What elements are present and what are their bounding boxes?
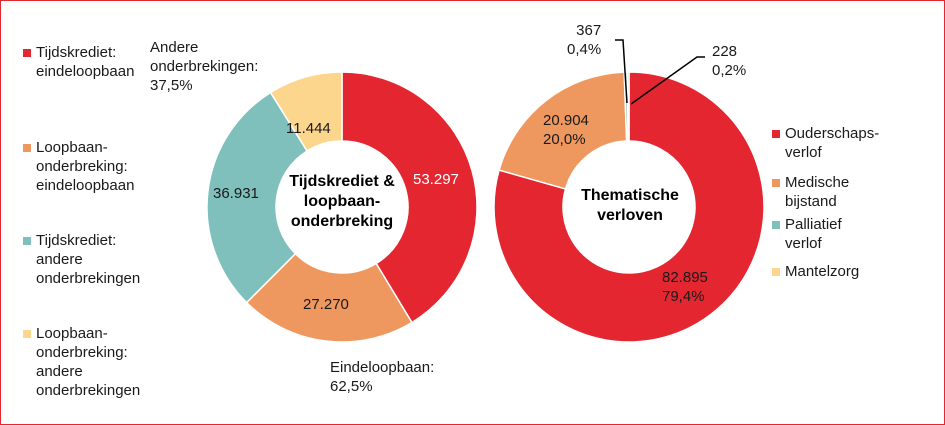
donut1-slice-1 <box>245 252 413 343</box>
slice-label-1: 27.270 <box>303 296 349 313</box>
leader-line-palliatief <box>615 39 628 104</box>
donut-1-title: Tijdskrediet & loopbaan- onderbreking <box>289 173 395 230</box>
donut1-slice-3 <box>269 71 343 153</box>
legend-swatch <box>772 221 780 229</box>
leader-lines <box>615 39 705 105</box>
group-label-eindeloopbaan: Eindeloopbaan: 62,5% <box>330 359 435 395</box>
legend-swatch <box>23 49 31 57</box>
legend-swatch <box>772 179 780 187</box>
legend-label: Loopbaan- onderbreking: eindeloopbaan <box>36 139 135 194</box>
slice-label-0: 53.297 <box>413 171 459 188</box>
legend-label: Loopbaan- onderbreking: andere onderbrek… <box>36 325 141 399</box>
slice-label-2: 36.931 <box>213 185 259 202</box>
legend-label: Tijdskrediet: eindeloopbaan <box>36 44 135 80</box>
legend-swatch <box>23 330 31 338</box>
donut2-slice-3 <box>626 71 630 142</box>
donut1-slice-2 <box>206 91 309 304</box>
legend-swatch <box>23 144 31 152</box>
slice-label-ouderschap: 82.895 79,4% <box>662 269 708 305</box>
slice-label-mantelzorg: 228 0,2% <box>712 43 747 79</box>
donut1-slice-0 <box>341 71 478 324</box>
legend-label: Mantelzorg <box>785 263 860 280</box>
slice-label-palliatief: 367 0,4% <box>567 22 602 58</box>
legend-swatch <box>23 237 31 245</box>
legend-swatch <box>772 130 780 138</box>
leader-line-mantelzorg <box>630 56 705 105</box>
slice-label-medisch: 20.904 20,0% <box>543 112 589 148</box>
legend-label: Palliatief verlof <box>785 216 842 252</box>
legend-2: Ouderschaps- verlof Medische bijstand Pa… <box>772 124 937 294</box>
donut-chart-2 <box>493 71 765 343</box>
group-label-andere: Andere onderbrekingen: 37,5% <box>150 39 259 94</box>
legend-label: Medische bijstand <box>785 174 850 210</box>
legend-label: Tijdskrediet: andere onderbrekingen <box>36 232 141 287</box>
legend-1: Tijdskrediet: eindeloopbaan Loopbaan- on… <box>23 43 173 403</box>
legend-label: Ouderschaps- verlof <box>785 125 880 161</box>
donut2-slice-0 <box>493 71 765 343</box>
donut2-slice-1 <box>498 71 628 190</box>
legend-swatch <box>772 268 780 276</box>
donut-chart-1 <box>206 71 478 343</box>
donut-2-title: Thematische verloven <box>581 187 679 224</box>
slice-label-3: 11.444 <box>286 120 331 137</box>
